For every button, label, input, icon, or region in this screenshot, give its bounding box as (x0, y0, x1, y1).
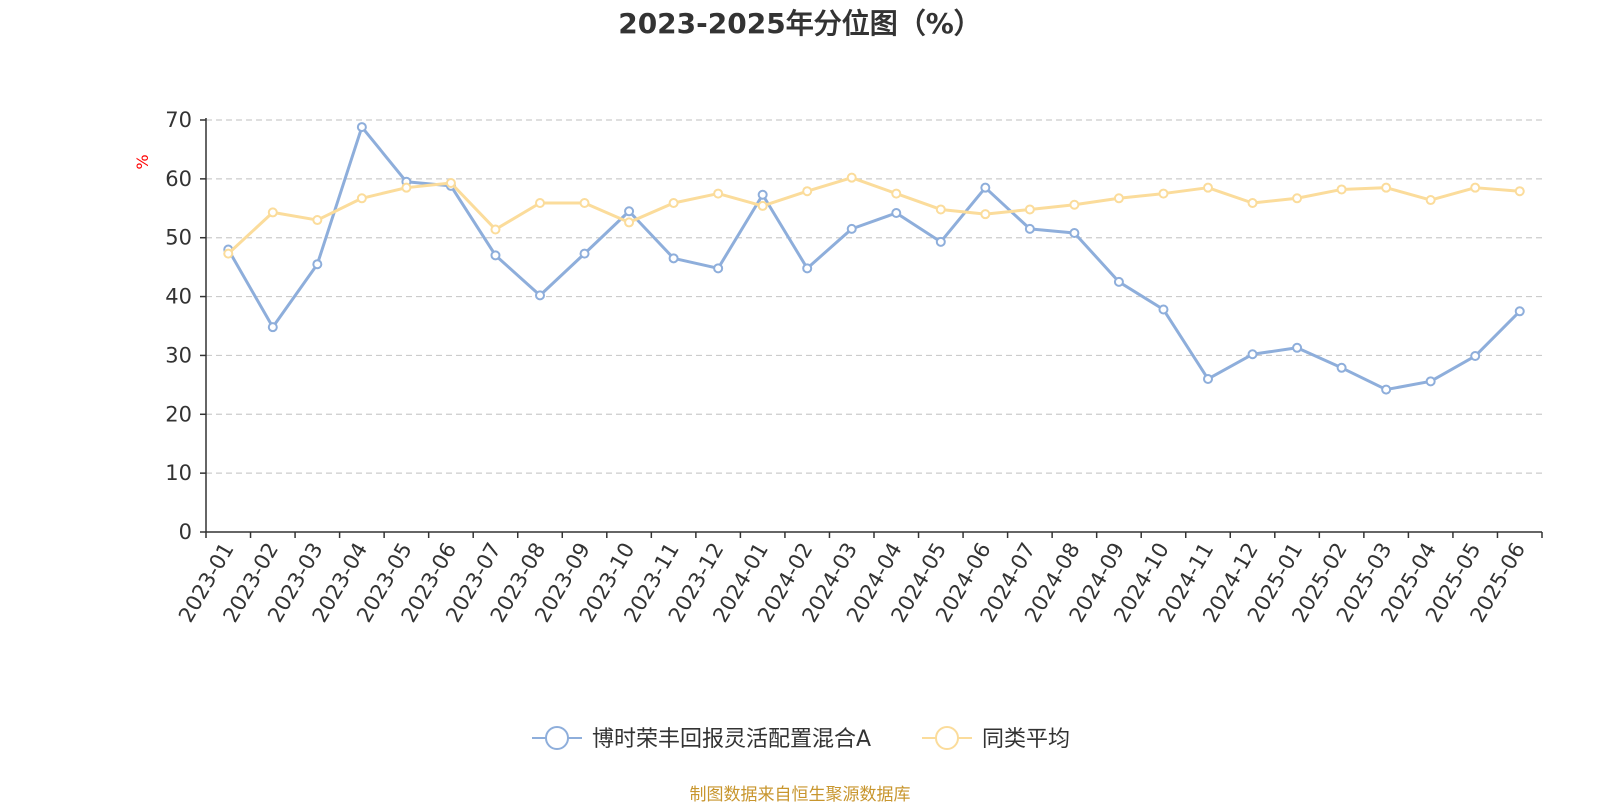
data-point (1158, 304, 1169, 315)
legend-item: 同类平均 (922, 726, 1070, 752)
y-tick-label: 20 (165, 402, 192, 426)
data-point (1336, 184, 1347, 195)
y-tick-label: 60 (165, 167, 192, 191)
data-point (445, 177, 456, 188)
data-point (980, 182, 991, 193)
data-point (802, 186, 813, 197)
data-point (1470, 182, 1481, 193)
legend-label: 博时荣丰回报灵活配置混合A (592, 727, 871, 752)
data-point (624, 206, 635, 217)
legend: 博时荣丰回报灵活配置混合A 同类平均 (532, 726, 1070, 752)
y-tick-label: 10 (165, 461, 192, 485)
data-point (579, 197, 590, 208)
legend-item: 博时荣丰回报灵活配置混合A (532, 726, 871, 752)
chart-title: 2023-2025年分位图（%） (618, 7, 982, 40)
data-point (1336, 362, 1347, 373)
data-point (1113, 193, 1124, 204)
legend-label: 同类平均 (982, 727, 1070, 752)
data-point (1247, 197, 1258, 208)
data-point (490, 224, 501, 235)
data-point (267, 322, 278, 333)
y-tick-label: 50 (165, 226, 192, 250)
data-point (312, 259, 323, 270)
data-point (1514, 186, 1525, 197)
series-line-1 (227, 176, 1520, 255)
data-point (535, 290, 545, 301)
data-point (935, 204, 946, 215)
data-point (579, 248, 590, 259)
legend-marker-icon (935, 726, 959, 750)
data-point (223, 248, 234, 259)
data-point (1069, 228, 1080, 239)
data-point (1069, 199, 1080, 210)
data-point (1292, 193, 1303, 204)
data-point (1203, 373, 1213, 384)
data-point (1425, 376, 1436, 387)
data-point (668, 197, 679, 208)
y-tick-label: 0 (179, 520, 192, 544)
data-point (1470, 351, 1481, 362)
data-point (490, 250, 501, 261)
data-point (1381, 182, 1392, 193)
data-point (713, 263, 724, 274)
data-point (1247, 349, 1258, 360)
data-point (935, 236, 946, 247)
gridlines (206, 119, 1542, 474)
y-tick-label: 30 (165, 343, 192, 367)
data-point (846, 172, 857, 183)
data-point (846, 223, 857, 234)
data-point (980, 209, 991, 220)
data-point (1292, 342, 1303, 353)
y-tick-label: 40 (165, 285, 192, 309)
y-tick-label: 70 (165, 108, 192, 132)
data-point (1024, 223, 1035, 234)
data-point (757, 200, 768, 211)
legend-marker-icon (545, 726, 569, 750)
data-point (1113, 276, 1124, 287)
data-point (1514, 306, 1525, 317)
data-point (1381, 384, 1392, 395)
data-point (713, 188, 724, 199)
data-point (1203, 182, 1213, 193)
data-point (312, 215, 323, 226)
data-point (668, 253, 679, 264)
data-point (757, 189, 768, 200)
data-point (624, 217, 635, 228)
data-point (891, 188, 902, 199)
data-source-note: 制图数据来自恒生聚源数据库 (689, 785, 911, 805)
data-point (1425, 195, 1436, 206)
data-point (891, 207, 902, 218)
data-point (1158, 188, 1169, 199)
data-point (267, 207, 278, 218)
data-point (356, 122, 367, 133)
data-point (1024, 204, 1035, 215)
series-line-0 (226, 125, 1521, 392)
data-point (356, 193, 367, 204)
series-lines (223, 122, 1525, 395)
data-point (535, 197, 545, 208)
y-axis-label: % (133, 154, 152, 169)
data-point (401, 182, 412, 193)
data-point (802, 263, 813, 274)
